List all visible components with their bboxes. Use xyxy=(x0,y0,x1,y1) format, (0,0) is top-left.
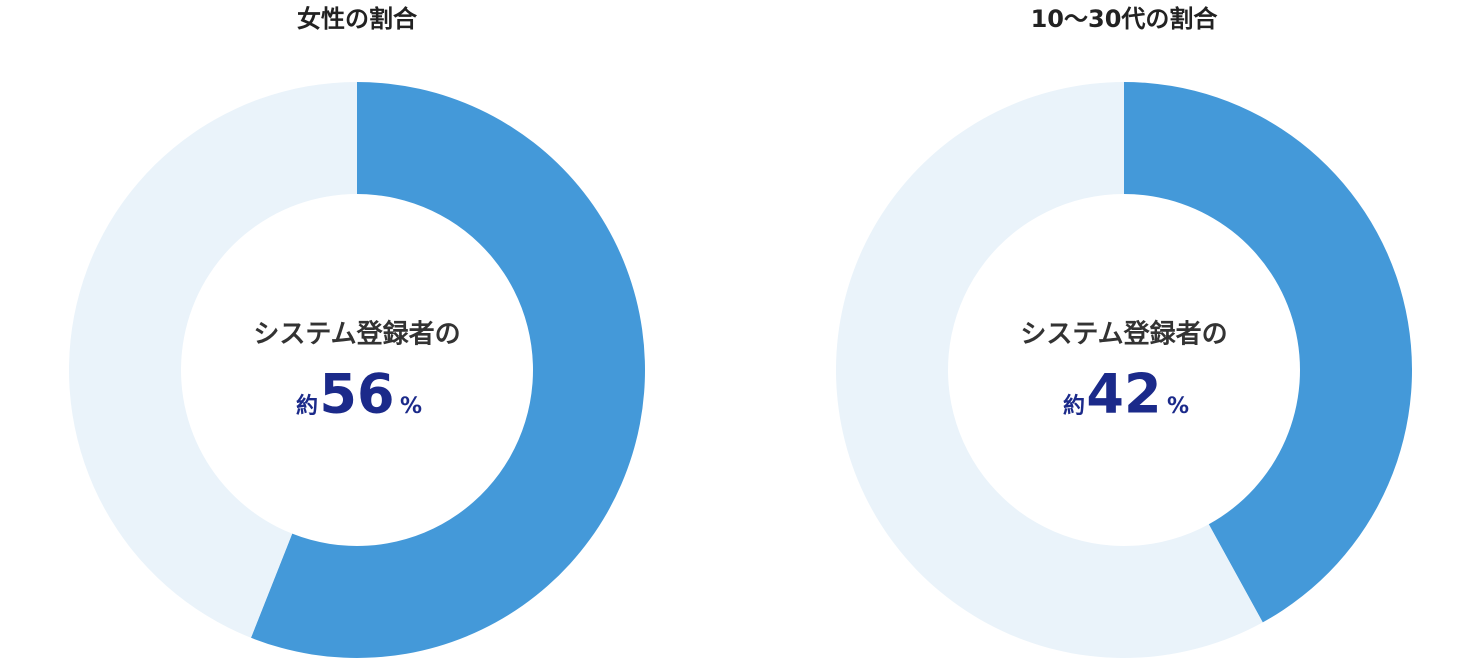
center-label: システム登録者の xyxy=(253,319,460,350)
center-label: システム登録者の xyxy=(1020,319,1227,350)
chart-title: 女性の割合 xyxy=(297,5,418,33)
chart-title: 10〜30代の割合 xyxy=(1031,5,1219,33)
donut-segment xyxy=(68,82,357,638)
value-label: 56 xyxy=(319,363,394,426)
value-prefix: 約 xyxy=(296,393,318,419)
value-unit: % xyxy=(1167,394,1189,419)
donut-segment xyxy=(250,82,645,658)
value-prefix: 約 xyxy=(1063,393,1085,419)
value-unit: % xyxy=(400,394,422,419)
donut-segment xyxy=(836,82,1263,658)
donut-segment xyxy=(1124,82,1413,623)
value-label: 42 xyxy=(1086,363,1161,426)
